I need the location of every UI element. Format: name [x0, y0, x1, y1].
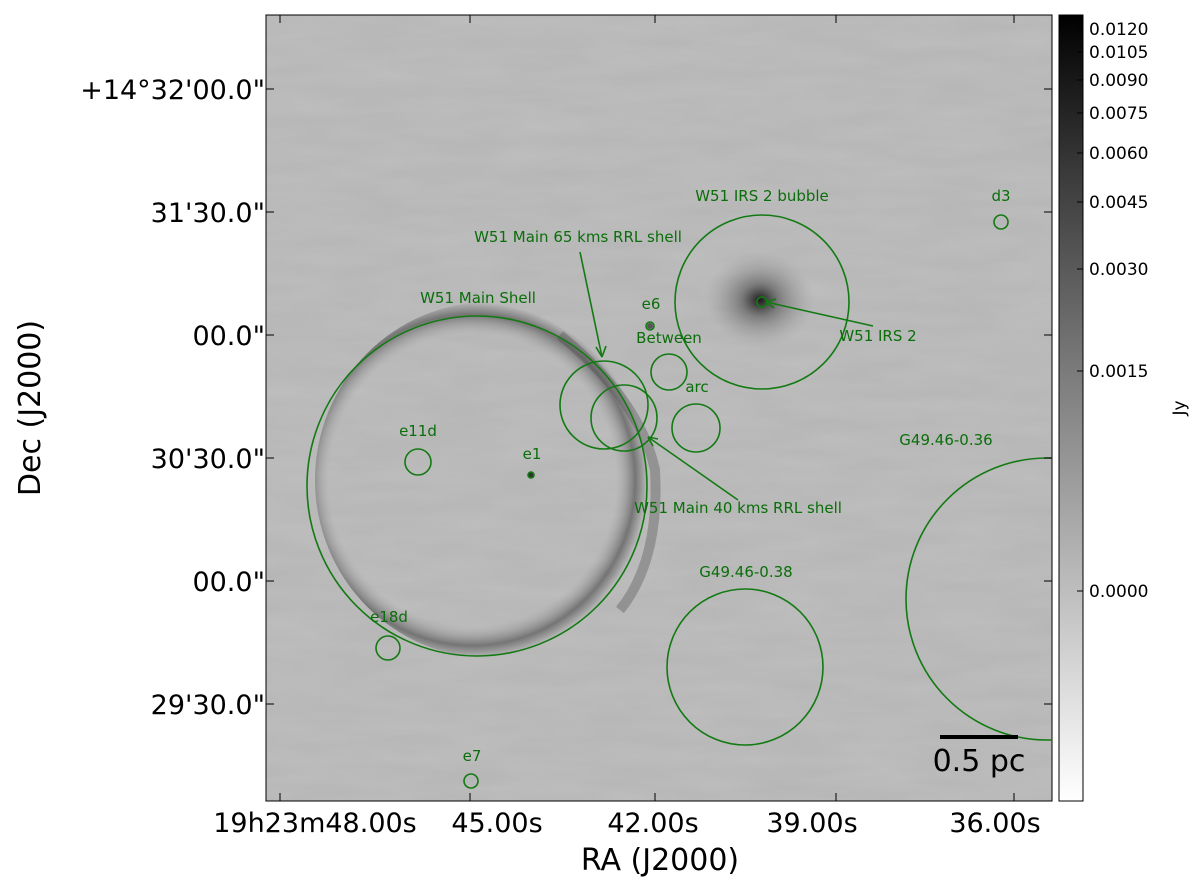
x-tick-label: 36.00s — [949, 808, 1040, 839]
y-tick-label: +14°32'00.0" — [80, 75, 265, 106]
irs2-arrow — [765, 301, 874, 327]
e6-source — [647, 323, 653, 329]
label-rrl65: W51 Main 65 kms RRL shell — [474, 228, 682, 246]
colorbar-tick-label: 0.0000 — [1089, 582, 1148, 602]
rrl40-arrowhead — [647, 436, 659, 447]
rrl40-arrow — [647, 436, 739, 501]
x-tick-label: 39.00s — [766, 808, 857, 839]
g4946-038-circle — [666, 588, 824, 746]
y-axis-title: Dec (J2000) — [13, 320, 48, 496]
rrl40-shell-circle — [590, 384, 658, 452]
label-main-shell: W51 Main Shell — [420, 289, 536, 307]
main-shell-circle — [306, 315, 648, 657]
e7-circle — [463, 773, 479, 789]
label-g4946-038: G49.46-0.38 — [699, 563, 792, 581]
label-e1: e1 — [523, 445, 542, 463]
label-e6: e6 — [642, 295, 661, 313]
colorbar-tick-label: 0.0030 — [1089, 260, 1148, 280]
e1-source — [528, 472, 534, 478]
colorbar-label: Jy — [1170, 400, 1190, 416]
y-tick-label: 00.0" — [192, 321, 265, 352]
y-axis-ticks — [266, 88, 1052, 705]
between-circle — [650, 353, 688, 391]
rrl65-arrow — [579, 251, 603, 358]
y-tick-label: 00.0" — [192, 567, 265, 598]
plot-frame — [265, 14, 1053, 802]
e18d-circle — [375, 635, 401, 661]
rrl65-arrowhead — [595, 345, 607, 358]
colorbar-ticks — [1077, 28, 1083, 592]
scalebar-label: 0.5 pc — [933, 744, 1026, 779]
y-tick-label: 29'30.0" — [151, 690, 265, 721]
colorbar-tick-label: 0.0075 — [1089, 104, 1148, 124]
x-tick-label: 42.00s — [607, 808, 698, 839]
e6-circle — [645, 321, 655, 331]
x-tick-label: 45.00s — [451, 808, 542, 839]
irs2-emission — [705, 252, 815, 348]
arc-circle — [671, 403, 721, 453]
y-tick-labels: +14°32'00.0" 31'30.0" 00.0" 30'30.0" 00.… — [80, 75, 265, 721]
irs2-bubble-circle — [674, 214, 850, 390]
irs2-arrowhead — [765, 298, 777, 309]
e11d-circle — [404, 448, 432, 476]
label-arc: arc — [685, 378, 708, 396]
label-e18d: e18d — [370, 608, 408, 626]
scalebar: 0.5 pc — [933, 735, 1026, 779]
colorbar-tick-label: 0.0120 — [1089, 20, 1148, 40]
label-g4946-036: G49.46-0.36 — [899, 431, 992, 449]
colorbar: 0.0120 0.0105 0.0090 0.0075 0.0060 0.004… — [1058, 14, 1190, 802]
region-overlays — [306, 214, 1052, 789]
image-panel — [266, 15, 1052, 801]
label-between: Between — [636, 329, 702, 347]
y-tick-label: 31'30.0" — [151, 198, 265, 229]
e1-circle — [527, 471, 535, 479]
label-e7: e7 — [463, 747, 482, 765]
x-tick-labels: 19h23m48.00s 45.00s 42.00s 39.00s 36.00s — [213, 808, 1040, 839]
label-rrl40: W51 Main 40 kms RRL shell — [634, 499, 842, 517]
annotation-arrows — [579, 251, 874, 501]
d3-circle — [993, 214, 1009, 230]
x-axis-title: RA (J2000) — [581, 843, 739, 878]
colorbar-tick-label: 0.0090 — [1089, 71, 1148, 91]
label-e11d: e11d — [399, 422, 437, 440]
region-labels: W51 IRS 2 bubble d3 W51 Main 65 kms RRL … — [370, 187, 1010, 765]
x-axis-ticks — [279, 15, 1015, 801]
colorbar-tick-label: 0.0015 — [1089, 362, 1148, 382]
label-irs2: W51 IRS 2 — [839, 327, 916, 345]
shell-edge-emission — [556, 331, 661, 614]
x-tick-label: 19h23m48.00s — [213, 808, 417, 839]
y-tick-label: 30'30.0" — [151, 444, 265, 475]
colorbar-gradient — [1058, 14, 1084, 802]
label-irs2-bubble: W51 IRS 2 bubble — [695, 187, 829, 205]
colorbar-tick-label: 0.0105 — [1089, 43, 1148, 63]
label-d3: d3 — [991, 187, 1010, 205]
main-shell-emission — [315, 302, 665, 658]
colorbar-tick-label: 0.0045 — [1089, 193, 1148, 213]
rrl65-shell-circle — [559, 360, 649, 450]
colorbar-tick-label: 0.0060 — [1089, 144, 1148, 164]
